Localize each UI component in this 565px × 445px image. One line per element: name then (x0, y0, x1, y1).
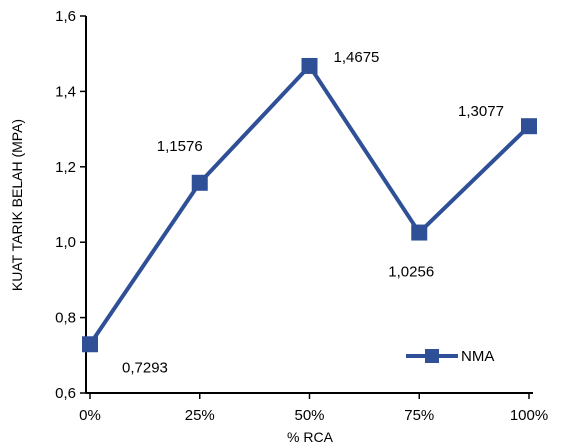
data-label: 1,1576 (157, 138, 203, 155)
data-point-marker (82, 336, 98, 353)
x-tick-label: 25% (185, 407, 215, 424)
data-point-marker (521, 118, 537, 135)
data-point-marker (191, 174, 208, 191)
series-layer (82, 57, 537, 353)
y-tick-label: 0,6 (55, 385, 76, 402)
x-tick-label: 100% (510, 407, 548, 424)
data-label: 0,7293 (122, 359, 168, 376)
legend: NMA (406, 348, 494, 365)
data-point-marker (301, 57, 318, 74)
data-label: 1,4675 (334, 49, 380, 66)
legend-marker (425, 349, 439, 363)
y-tick-label: 1,2 (55, 159, 76, 176)
x-axis-title: % RCA (287, 429, 334, 445)
y-tick-label: 1,0 (55, 234, 76, 251)
y-tick-label: 1,4 (55, 83, 76, 100)
data-label: 1,0256 (388, 264, 434, 281)
data-labels: 0,7293 1,1576 1,4675 1,0256 1,3077 (122, 49, 504, 376)
data-point-marker (411, 224, 428, 241)
y-tick-label: 1,6 (55, 8, 76, 25)
x-ticks: 0% 25% 50% 75% 100% (79, 393, 548, 424)
legend-label: NMA (461, 348, 494, 365)
x-tick-label: 50% (294, 407, 324, 424)
x-tick-label: 0% (79, 407, 101, 424)
y-ticks: 0,6 0,8 1,0 1,2 1,4 1,6 (55, 8, 86, 402)
x-tick-label: 75% (404, 407, 434, 424)
data-label: 1,3077 (458, 103, 504, 120)
y-axis-title: KUAT TARIK BELAH (MPA) (9, 119, 25, 291)
y-tick-label: 0,8 (55, 310, 76, 327)
plot-area: 0,6 0,8 1,0 1,2 1,4 1,6 0% 25% 50% 75% 100% 0,729… (55, 8, 548, 424)
